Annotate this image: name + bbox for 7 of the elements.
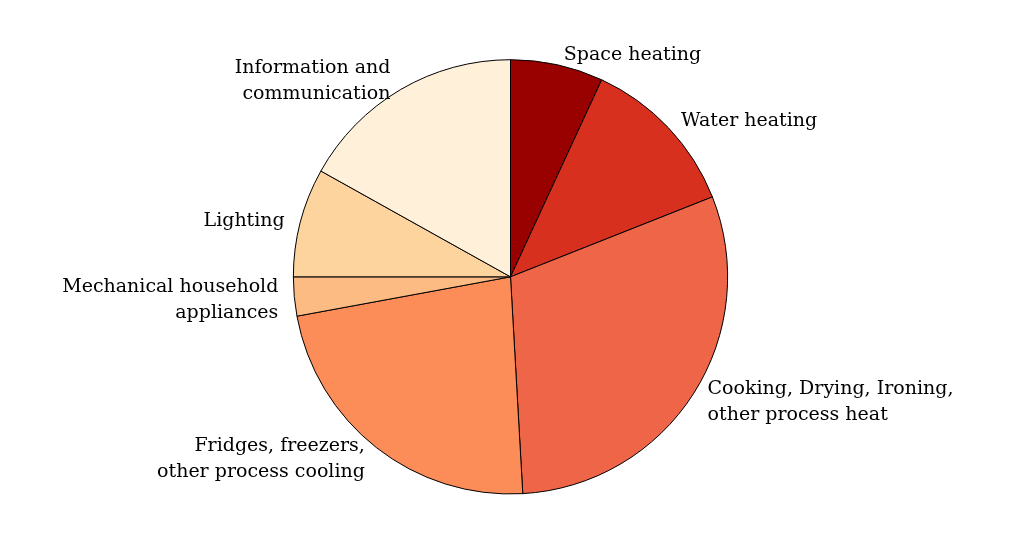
slice-label: Space heating [563,42,702,65]
slice-label: Water heating [681,108,818,131]
slice-label: Information and communication [234,55,391,104]
slice-label: Fridges, freezers, other process cooling [157,433,365,482]
slice-label: Lighting [203,208,285,231]
slice-label: Cooking, Drying, Ironing, other process heat [707,376,954,425]
slice-label: Mechanical household appliances [62,273,279,322]
